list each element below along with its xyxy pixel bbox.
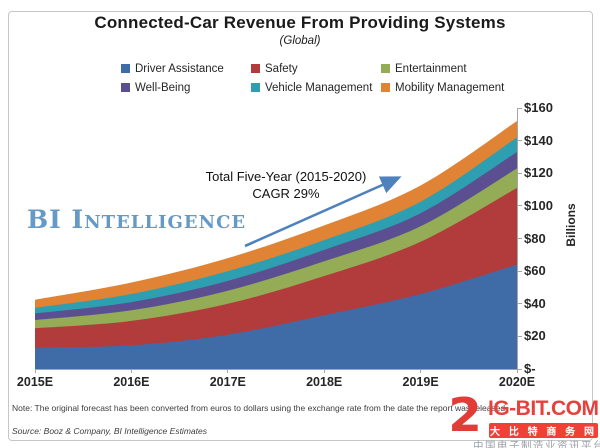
y-tick-mark <box>517 368 522 370</box>
legend-swatch-icon <box>121 64 130 73</box>
cagr-annotation-line1: Total Five-Year (2015-2020) <box>205 169 367 184</box>
y-tick-mark <box>517 172 522 174</box>
legend-item-mobility-management: Mobility Management <box>381 78 551 97</box>
x-tick-mark <box>130 369 132 373</box>
y-tick-mark <box>517 107 522 109</box>
x-axis-line <box>35 369 518 370</box>
cagr-annotation-line2: CAGR 29% <box>252 186 320 201</box>
legend-swatch-icon <box>381 64 390 73</box>
y-tick-mark <box>517 140 522 142</box>
legend-item-well-being: Well-Being <box>121 78 251 97</box>
legend-swatch-icon <box>121 83 130 92</box>
x-tick-label: 2019E <box>402 375 439 389</box>
y-tick-label: $140 <box>524 132 553 148</box>
y-tick-label: $- <box>524 361 536 376</box>
x-tick-label: 2015E <box>16 375 54 389</box>
footnote: Note: The original forecast has been con… <box>12 403 508 413</box>
y-tick-mark <box>517 205 522 207</box>
igbit-logo: 2 IG-BIT.COM 大 比 特 商 务 网 中国电子制造业资讯平台 <box>447 390 600 448</box>
area-driver-assistance <box>35 264 517 369</box>
y-tick-label: $160 <box>524 100 553 115</box>
legend-label: Well-Being <box>135 81 191 94</box>
y-tick-label: $100 <box>524 197 553 213</box>
y-tick-label: $20 <box>524 328 546 344</box>
y-tick-mark <box>517 238 522 239</box>
x-tick-mark <box>516 369 518 373</box>
igbit-badge: 大 比 特 商 务 网 <box>489 423 598 438</box>
y-tick-label: $80 <box>524 230 546 246</box>
stacked-area-plot <box>35 121 517 369</box>
legend-label: Mobility Management <box>395 81 505 94</box>
legend-item-driver-assistance: Driver Assistance <box>121 59 251 78</box>
legend-swatch-icon <box>251 83 260 92</box>
legend-swatch-icon <box>251 64 260 73</box>
legend-label: Safety <box>265 62 298 75</box>
x-tick-mark <box>420 369 422 373</box>
chart-legend: Driver Assistance Safety Entertainment Well… <box>121 59 551 97</box>
x-tick-mark <box>323 369 325 373</box>
legend-item-safety: Safety <box>251 59 381 78</box>
y-tick-mark <box>517 303 522 305</box>
x-tick-label: 2016E <box>113 375 150 389</box>
legend-item-entertainment: Entertainment <box>381 59 551 78</box>
chart-subtitle: (Global) <box>279 35 321 47</box>
x-tick-label: 2018E <box>306 375 343 389</box>
x-tick-mark <box>227 369 229 373</box>
legend-label: Entertainment <box>395 62 467 75</box>
x-tick-label: 2017E <box>209 375 246 389</box>
chart-title: Connected-Car Revenue From Providing Sys… <box>94 13 506 32</box>
y-axis-title: Billions <box>564 203 578 247</box>
igbit-site-name: IG-BIT.COM <box>488 397 599 420</box>
legend-label: Vehicle Management <box>265 81 373 94</box>
x-tick-mark <box>34 369 36 373</box>
y-tick-label: $120 <box>524 165 553 181</box>
y-tick-label: $60 <box>524 263 546 279</box>
y-tick-mark <box>517 335 522 337</box>
legend-item-vehicle-management: Vehicle Management <box>251 78 381 97</box>
igbit-logo-icon: 2 <box>448 388 482 442</box>
y-tick-label: $40 <box>524 295 546 311</box>
bi-intelligence-watermark: BI Intelligence <box>27 205 247 234</box>
x-tick-label: 2020E <box>498 375 536 389</box>
y-tick-mark <box>517 270 522 272</box>
cagr-annotation: Total Five-Year (2015-2020) CAGR 29% <box>176 168 396 202</box>
y-axis-line <box>517 108 518 370</box>
legend-swatch-icon <box>381 83 390 92</box>
cagr-arrow <box>244 176 402 248</box>
source-line: Source: Booz & Company, BI Intelligence … <box>12 426 207 436</box>
igbit-tagline: 中国电子制造业资讯平台 <box>473 440 600 448</box>
legend-label: Driver Assistance <box>135 62 224 75</box>
